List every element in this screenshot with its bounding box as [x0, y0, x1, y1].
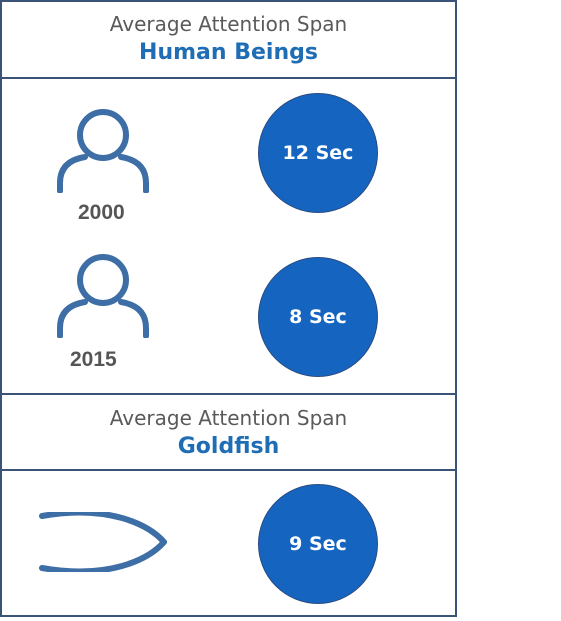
goldfish-title: Goldfish — [177, 434, 280, 459]
value-circle-2015: 8 Sec — [258, 257, 378, 377]
divider-top — [0, 77, 457, 79]
goldfish-subtitle: Average Attention Span — [109, 406, 348, 430]
infographic-frame — [0, 0, 457, 617]
value-circle-goldfish: 9 Sec — [258, 484, 378, 604]
year-label-2015: 2015 — [70, 348, 117, 371]
value-circle-2000: 12 Sec — [258, 93, 378, 213]
value-text-goldfish: 9 Sec — [289, 533, 347, 555]
value-text-2000: 12 Sec — [282, 142, 354, 164]
value-text-2015: 8 Sec — [289, 306, 347, 328]
person-icon — [56, 105, 150, 198]
person-icon — [56, 250, 150, 343]
human-title: Human Beings — [139, 40, 318, 65]
fish-icon — [38, 509, 168, 577]
year-label-2000: 2000 — [78, 201, 125, 224]
goldfish-header: Average Attention Span Goldfish — [0, 404, 457, 462]
human-header: Average Attention Span Human Beings — [0, 10, 457, 68]
human-subtitle: Average Attention Span — [109, 12, 348, 36]
divider-middle — [0, 393, 457, 395]
divider-lower — [0, 469, 457, 471]
